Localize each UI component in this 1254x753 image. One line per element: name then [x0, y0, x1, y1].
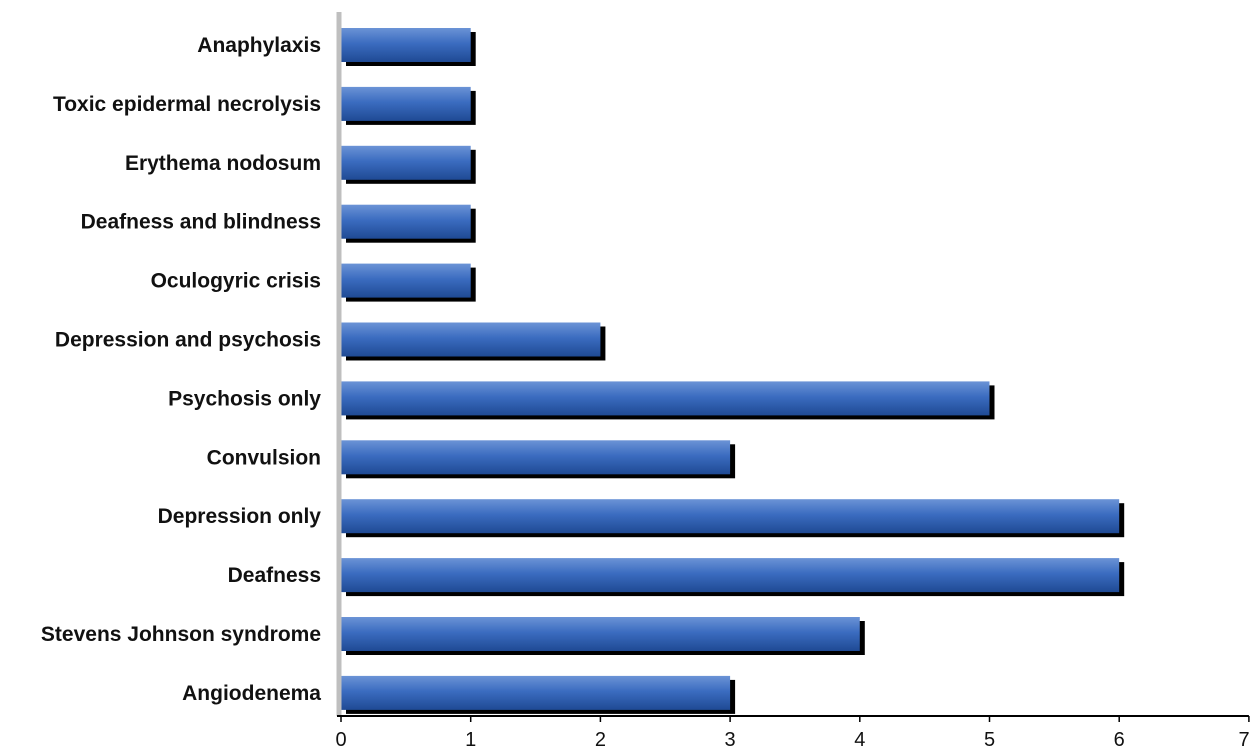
- category-label: Psychosis only: [168, 387, 321, 410]
- category-labels: Anaphylaxis Toxic epidermal necrolysis Ery…: [41, 34, 321, 705]
- bar-angiodenema: [341, 675, 731, 710]
- tick-label: 3: [725, 729, 736, 751]
- tick-label: 5: [984, 729, 995, 751]
- category-label: Anaphylaxis: [197, 34, 321, 57]
- bar-depression-only: [341, 499, 1120, 534]
- category-label: Erythema nodosum: [125, 152, 321, 175]
- tick-label: 2: [595, 729, 606, 751]
- tick-label: 0: [335, 729, 346, 751]
- category-label: Toxic epidermal necrolysis: [53, 93, 321, 116]
- category-label: Convulsion: [207, 446, 321, 469]
- tick-label: 7: [1238, 729, 1249, 751]
- category-label: Oculogyric crisis: [151, 270, 321, 293]
- bar-convulsion: [341, 440, 731, 475]
- bar-oculogyric-crisis: [341, 263, 471, 298]
- tick-label: 1: [465, 729, 476, 751]
- category-label: Depression and psychosis: [55, 329, 321, 352]
- bars: [341, 28, 1120, 710]
- bar-toxic-epidermal-necrolysis: [341, 86, 471, 121]
- category-label: Depression only: [158, 505, 322, 528]
- category-label: Stevens Johnson syndrome: [41, 623, 321, 646]
- bar-anaphylaxis: [341, 28, 471, 62]
- bar-psychosis-only: [341, 381, 990, 416]
- tick-label: 4: [854, 729, 865, 751]
- category-label: Deafness: [228, 564, 321, 587]
- bar-deafness: [341, 558, 1120, 593]
- bar-erythema-nodosum: [341, 145, 471, 180]
- tick-label: 6: [1114, 729, 1125, 751]
- bar-stevens-johnson-syndrome: [341, 617, 860, 651]
- value-axis-ticks: 0 1 2 3 4 5 6 7: [335, 716, 1250, 751]
- bar-deafness-and-blindness: [341, 204, 471, 239]
- bar-depression-and-psychosis: [341, 322, 601, 357]
- category-label: Angiodenema: [182, 682, 321, 705]
- bar-shadows: [346, 32, 1125, 714]
- category-label: Deafness and blindness: [81, 211, 321, 234]
